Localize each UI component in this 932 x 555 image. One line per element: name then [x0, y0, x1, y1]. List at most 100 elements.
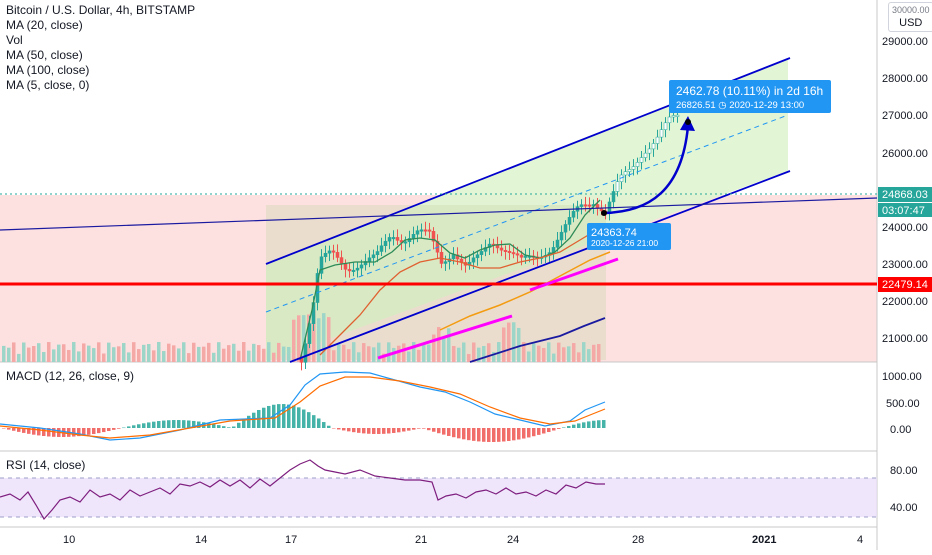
macd-histogram-bar: [47, 428, 51, 437]
price-scale[interactable]: 29000.00 28000.00 27000.00 26000.00 2400…: [878, 36, 932, 345]
macd-histogram-bar: [147, 422, 151, 428]
macd-tick: 0.00: [890, 424, 911, 436]
target-point-marker: [685, 119, 691, 125]
macd-histogram-bar: [472, 428, 476, 441]
macd-histogram-bar: [2, 428, 6, 429]
macd-title[interactable]: MACD (12, 26, close, 9): [6, 369, 135, 383]
symbol-title[interactable]: Bitcoin / U.S. Dollar, 4h, BITSTAMP: [6, 3, 196, 17]
volume-bar: [277, 342, 281, 362]
time-axis[interactable]: 10 14 17 21 24 28 2021 4: [63, 534, 863, 546]
indicator-ma100[interactable]: MA (100, close): [6, 63, 90, 77]
candle: [499, 240, 504, 257]
macd-histogram-bar: [587, 421, 591, 428]
lower-channel-extension: [469, 317, 606, 363]
macd-histogram-bar: [217, 425, 221, 428]
macd-histogram-bar: [242, 419, 246, 428]
macd-histogram-bar: [252, 412, 256, 428]
macd-histogram-bar: [492, 428, 496, 442]
macd-histogram-bar: [417, 428, 421, 429]
volume-bar: [242, 342, 246, 362]
volume-bar: [272, 352, 276, 362]
candle: [387, 233, 392, 250]
macd-histogram-bar: [182, 420, 186, 428]
macd-histogram-bar: [237, 422, 241, 428]
candle: [667, 111, 672, 131]
macd-histogram-bar: [302, 409, 306, 428]
volume-bar: [247, 350, 251, 362]
volume-bar: [567, 346, 571, 362]
volume-bar: [367, 346, 371, 362]
indicator-ma5[interactable]: MA (5, close, 0): [6, 78, 90, 92]
projection-arrow-line: [603, 125, 690, 215]
volume-bar: [2, 345, 6, 362]
channel-lower-line: [289, 170, 791, 363]
volume-bar: [32, 346, 36, 362]
macd-histogram-bar: [427, 428, 431, 431]
indicator-ma20[interactable]: MA (20, close): [6, 18, 83, 32]
macd-histogram-bar: [497, 428, 501, 442]
macd-histogram-bar: [547, 428, 551, 433]
volume-bar: [232, 343, 236, 362]
currency-selector[interactable]: 30000.00 USD: [888, 2, 932, 32]
volume-bar: [182, 342, 186, 362]
macd-histogram-bar: [602, 420, 606, 428]
macd-histogram-bar: [177, 420, 181, 428]
macd-histogram-bar: [572, 424, 576, 428]
macd-histogram-bar: [377, 428, 381, 434]
volume-bar: [217, 342, 221, 362]
candle: [403, 236, 408, 252]
volume-bar: [137, 349, 141, 362]
volume-bar: [142, 344, 146, 362]
price-tick: 29000.00: [882, 36, 928, 48]
macd-histogram-bar: [297, 407, 301, 428]
macd-histogram-bar: [212, 424, 216, 428]
price-tick: 27000.00: [882, 110, 928, 122]
magenta-trend-1: [377, 314, 513, 360]
macd-histogram-bar: [527, 428, 531, 438]
indicator-ma50[interactable]: MA (50, close): [6, 48, 83, 62]
entry-point-marker: [601, 210, 607, 216]
volume-bar: [87, 345, 91, 362]
macd-histogram-bar: [342, 428, 346, 431]
time-label: 10: [63, 534, 75, 546]
volume-bar: [257, 345, 261, 362]
candle: [383, 234, 388, 253]
candle: [631, 159, 636, 176]
macd-histogram-bar: [532, 428, 536, 437]
macd-histogram-bar: [562, 427, 566, 428]
macd-histogram-bar: [122, 427, 126, 429]
volume-bar: [557, 342, 561, 362]
volume-bar: [422, 344, 426, 362]
volume-bar: [7, 347, 11, 362]
volume-bar: [317, 318, 321, 362]
volume-bar: [342, 344, 346, 362]
current-price-label: 24868.03: [882, 189, 928, 201]
macd-histogram-bar: [372, 428, 376, 434]
macd-histogram-bar: [557, 428, 561, 429]
currency-label: USD: [899, 17, 923, 29]
candle: [331, 244, 336, 260]
macd-histogram: [2, 404, 606, 442]
candle: [507, 244, 512, 260]
rsi-title[interactable]: RSI (14, close): [6, 458, 86, 472]
volume-bar: [377, 342, 381, 362]
rsi-tick: 80.00: [890, 465, 918, 477]
indicator-vol[interactable]: Vol: [6, 33, 23, 47]
volume-bar: [117, 346, 121, 362]
volume-bar: [492, 351, 496, 362]
time-label: 28: [632, 534, 644, 546]
time-label: 17: [285, 534, 297, 546]
volume-bar: [122, 343, 126, 362]
candle: [571, 203, 576, 223]
volume-bar: [562, 347, 566, 362]
rsi-line: [0, 459, 605, 521]
volume-bar: [402, 343, 406, 362]
volume-bar: [362, 343, 366, 362]
candle: [663, 117, 668, 138]
macd-histogram-bar: [72, 428, 76, 437]
macd-histogram-bar: [117, 428, 121, 429]
volume-bar: [387, 342, 391, 362]
volume-bar: [397, 345, 401, 362]
macd-histogram-bar: [462, 428, 466, 440]
